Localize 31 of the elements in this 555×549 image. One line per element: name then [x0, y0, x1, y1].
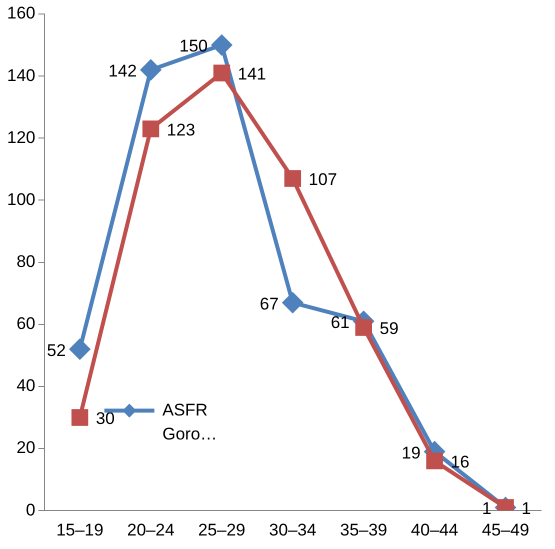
data-label: 141 [238, 64, 266, 84]
y-tick-label: 40 [16, 376, 36, 396]
y-tick-label: 140 [6, 66, 36, 85]
y-tick-label: 0 [26, 500, 36, 520]
data-label: 123 [166, 120, 196, 140]
data-label: 142 [108, 62, 137, 81]
x-tick-label: 25–29 [198, 520, 246, 540]
data-label: 52 [46, 340, 66, 360]
data-label: 61 [330, 312, 350, 332]
x-tick-label: 20–24 [127, 520, 174, 540]
data-label: 19 [402, 443, 421, 462]
data-label: 1 [482, 499, 492, 518]
data-label: 150 [179, 36, 208, 56]
y-tick-label: 100 [6, 190, 36, 209]
data-label: 107 [308, 170, 338, 190]
data-label: 1 [522, 499, 531, 518]
x-tick-label: 15–19 [56, 520, 104, 540]
data-label: 30 [96, 409, 115, 428]
y-tick-label: 20 [16, 438, 36, 458]
x-tick-label: 45–49 [482, 520, 530, 540]
y-tick-label: 60 [16, 314, 36, 334]
y-tick-label: 80 [16, 252, 36, 271]
y-tick-label: 120 [6, 128, 36, 147]
x-tick-label: 35–39 [340, 520, 388, 540]
data-label: 67 [260, 294, 279, 314]
data-label: 16 [450, 452, 470, 472]
x-tick-label: 40–44 [410, 520, 458, 540]
data-label: 59 [380, 319, 399, 338]
y-tick-label: 160 [6, 4, 36, 23]
legend-label: ASFR Goro… [162, 400, 218, 444]
x-tick-label: 30–34 [269, 520, 316, 540]
